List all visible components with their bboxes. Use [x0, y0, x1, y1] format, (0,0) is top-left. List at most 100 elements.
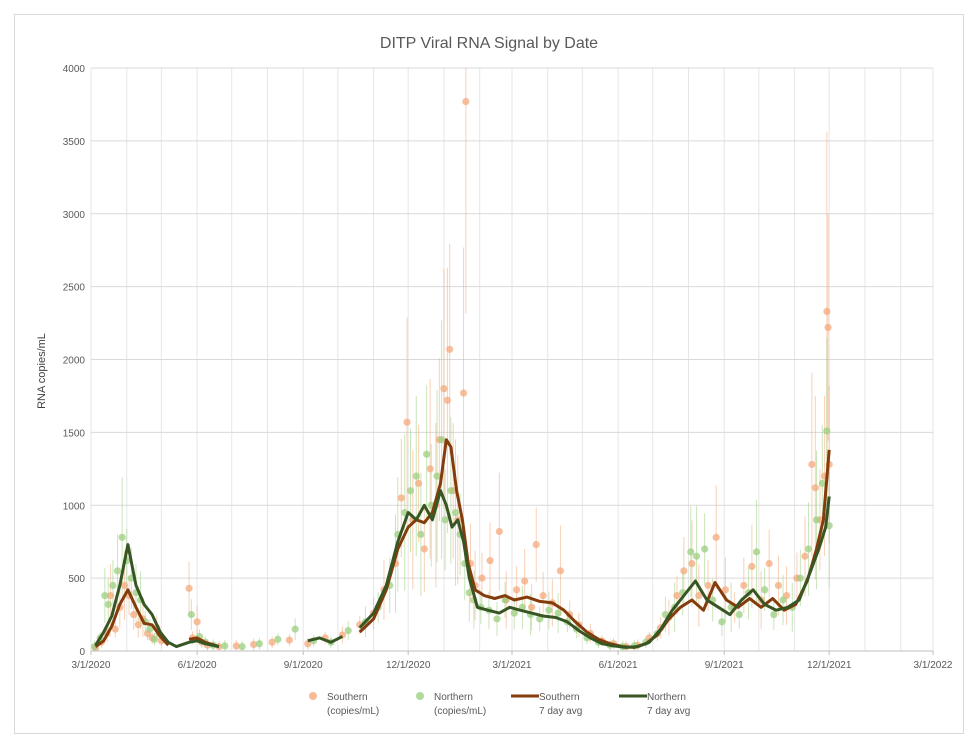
- southern-point: [478, 574, 486, 582]
- y-tick-label: 2500: [63, 283, 86, 294]
- chart-frame: DITP Viral RNA Signal by Date RNA copies…: [14, 14, 964, 734]
- northern-point: [109, 581, 117, 590]
- legend-label: (copies/mL): [434, 706, 486, 717]
- southern-point: [680, 567, 688, 575]
- southern-point: [513, 586, 521, 594]
- y-tick-label: 3500: [63, 137, 86, 148]
- y-tick-label: 2000: [63, 356, 86, 367]
- legend-item: Northern (copies/mL): [416, 692, 486, 717]
- x-tick-label: 3/1/2022: [914, 660, 953, 671]
- northern-point: [818, 479, 826, 487]
- northern-point: [146, 625, 154, 633]
- northern-point: [692, 552, 701, 560]
- southern-point: [801, 552, 809, 560]
- southern-point: [397, 494, 405, 502]
- southern-point: [130, 610, 138, 619]
- northern-point: [101, 592, 109, 600]
- southern-point: [120, 581, 129, 590]
- southern-point: [193, 618, 201, 626]
- southern-point: [185, 584, 193, 592]
- legend-marker-dot: [416, 692, 424, 700]
- southern-point: [740, 581, 748, 590]
- southern-point: [823, 307, 831, 316]
- southern-point: [721, 586, 729, 594]
- southern-point: [521, 577, 529, 585]
- x-tick-label: 3/1/2020: [72, 660, 111, 671]
- northern-point: [796, 574, 804, 582]
- northern-point: [545, 606, 553, 614]
- southern-point: [443, 396, 452, 404]
- northern-point: [438, 436, 446, 444]
- southern-point: [459, 389, 468, 397]
- northern-point: [701, 545, 709, 553]
- northern-point: [465, 589, 473, 597]
- southern-point: [824, 323, 832, 332]
- legend-label: Northern: [434, 692, 473, 703]
- southern-point: [426, 465, 434, 473]
- northern-point: [718, 618, 726, 626]
- northern-point: [255, 640, 263, 648]
- southern-point: [107, 592, 115, 600]
- northern-point: [447, 487, 455, 495]
- northern-point: [150, 635, 159, 643]
- northern-point: [752, 548, 761, 556]
- x-tick-label: 6/1/2020: [178, 660, 217, 671]
- legend-marker-dot: [309, 692, 317, 700]
- northern-point: [118, 533, 126, 541]
- southern-point: [495, 527, 503, 536]
- northern-point: [274, 635, 282, 643]
- southern-point: [765, 559, 773, 568]
- southern-point: [304, 640, 312, 648]
- northern-7day-avg-line: [94, 543, 220, 649]
- northern-point: [451, 508, 460, 517]
- x-tick-label: 12/1/2020: [386, 660, 431, 671]
- y-axis-label: RNA copies/mL: [36, 333, 48, 409]
- southern-point: [774, 581, 783, 590]
- northern-point: [412, 472, 420, 480]
- southern-point: [811, 484, 819, 492]
- southern-point: [268, 638, 276, 646]
- x-tick-label: 3/1/2021: [493, 660, 532, 671]
- southern-point: [704, 581, 712, 590]
- chart-title: DITP Viral RNA Signal by Date: [380, 35, 598, 52]
- legend-label: 7 day avg: [647, 706, 690, 717]
- southern-point: [285, 636, 293, 644]
- y-tick-label: 1000: [63, 501, 86, 512]
- northern-point: [823, 427, 831, 435]
- northern-point: [510, 609, 518, 617]
- northern-point: [406, 487, 415, 495]
- northern-point: [554, 609, 562, 617]
- x-tick-label: 6/1/2021: [599, 660, 638, 671]
- y-tick-label: 0: [79, 647, 85, 658]
- southern-point: [134, 621, 142, 629]
- northern-point: [804, 545, 813, 553]
- northern-7day-avg-line: [307, 635, 344, 644]
- axis-layer: 0 500 1000 1500 2000 2500 3000 3500 4000 3/1/2020…: [63, 64, 953, 671]
- northern-point: [104, 600, 112, 608]
- northern-point: [493, 615, 501, 623]
- x-tick-label: 9/1/2021: [705, 660, 744, 671]
- x-tick-label: 12/1/2021: [807, 660, 852, 671]
- legend-label: (copies/mL): [327, 706, 379, 717]
- northern-point: [113, 567, 122, 575]
- line-layer: [94, 438, 831, 649]
- legend-label: 7 day avg: [539, 706, 582, 717]
- legend-item: Southern 7 day avg: [511, 692, 582, 717]
- northern-point: [187, 610, 195, 619]
- southern-point: [440, 385, 448, 393]
- x-tick-label: 9/1/2020: [284, 660, 323, 671]
- southern-point: [695, 592, 703, 600]
- northern-point: [344, 626, 352, 635]
- northern-point: [221, 642, 229, 650]
- southern-point: [414, 479, 423, 487]
- southern-point: [528, 603, 536, 611]
- northern-point: [238, 643, 246, 651]
- northern-point: [417, 530, 425, 539]
- northern-point: [812, 516, 821, 524]
- southern-point: [111, 625, 119, 633]
- southern-point: [712, 533, 720, 541]
- northern-point: [423, 450, 431, 458]
- y-tick-label: 3000: [63, 210, 86, 221]
- y-tick-label: 1500: [63, 428, 86, 439]
- northern-7day-avg-line: [358, 489, 831, 649]
